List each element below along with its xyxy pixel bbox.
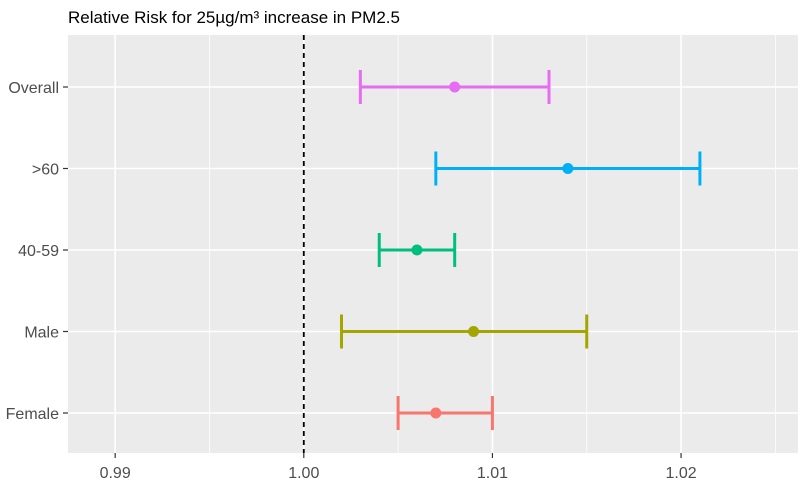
point-estimate (411, 244, 423, 256)
point-estimate (449, 81, 461, 93)
y-axis: Overall >60 40-59 Male Female (6, 80, 68, 423)
x-tick-label: 1.02 (665, 465, 696, 482)
minor-gridlines (209, 35, 776, 453)
chart-title: Relative Risk for 25µg/m³ increase in PM… (68, 8, 400, 27)
x-axis: 0.99 1.00 1.01 1.02 (100, 453, 697, 482)
estimates-group (340, 70, 702, 430)
y-tick-label: 40-59 (18, 243, 59, 260)
estimate-row (377, 233, 457, 267)
x-tick-label: 0.99 (100, 465, 131, 482)
point-estimate (430, 407, 442, 419)
x-tick-label: 1.01 (477, 465, 508, 482)
y-tick-label: Male (24, 325, 59, 342)
plot-panel (68, 35, 798, 453)
point-estimate (562, 163, 574, 174)
estimate-row (358, 70, 551, 104)
y-tick-label: Overall (8, 80, 59, 97)
y-tick-label: Female (6, 406, 59, 423)
x-tick-label: 1.00 (288, 465, 319, 482)
y-tick-label: >60 (32, 162, 59, 179)
point-estimate (468, 326, 480, 337)
estimate-row (396, 396, 494, 430)
estimate-row (434, 151, 702, 186)
estimate-row (340, 314, 589, 349)
